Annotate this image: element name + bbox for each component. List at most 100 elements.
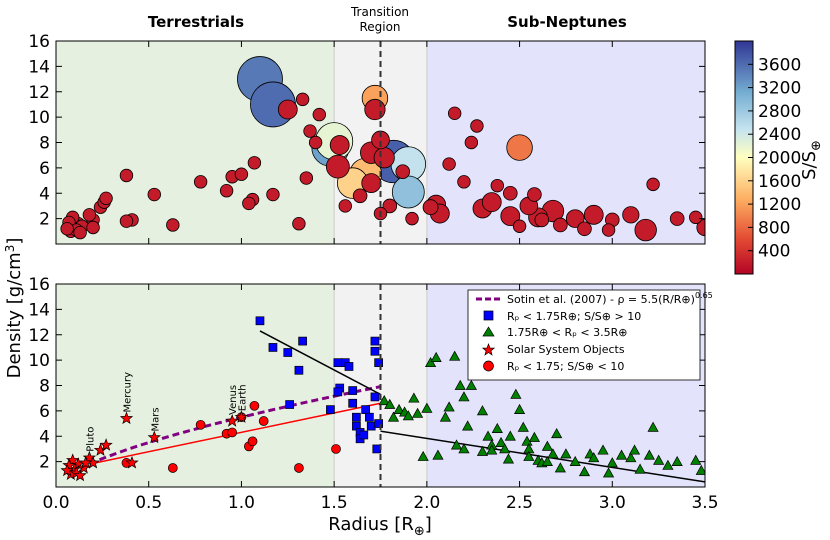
annotation-pluto: Pluto — [85, 427, 96, 452]
top-point — [147, 187, 161, 202]
red-point — [258, 416, 269, 426]
green-point — [458, 391, 470, 402]
green-point — [476, 405, 489, 416]
green-point — [671, 455, 683, 466]
label-region: Region — [359, 20, 400, 34]
legend-red-swatch — [483, 360, 494, 372]
top-point — [527, 187, 542, 202]
blue-point — [344, 362, 354, 371]
star-point — [60, 463, 74, 477]
legend-green-swatch — [482, 326, 495, 337]
green-point — [625, 452, 637, 463]
y-axis-label: Density [g/cm3] — [3, 238, 25, 379]
blue-point — [374, 419, 383, 428]
green-point — [647, 421, 659, 432]
green-point — [541, 440, 553, 451]
star-point — [125, 455, 139, 469]
top-point — [234, 167, 249, 181]
green-point — [597, 444, 609, 455]
colorbar-tick-label: 800 — [758, 218, 790, 238]
top-point — [312, 107, 327, 122]
label-sub-neptunes: Sub-Neptunes — [507, 13, 627, 31]
top-point — [86, 220, 100, 235]
top-point — [82, 208, 97, 222]
y-tick-label: 4 — [39, 184, 50, 204]
label-transition: Transition — [350, 5, 409, 19]
green-point — [443, 401, 455, 412]
colorbar-tick-label: 400 — [758, 242, 790, 262]
blue-point — [370, 392, 380, 402]
green-point — [449, 350, 461, 361]
top-point — [464, 135, 479, 150]
green-point — [653, 454, 665, 465]
colorbar-tick-label: 1200 — [758, 195, 801, 215]
legend-box — [467, 289, 701, 381]
label-terrestrials: Terrestrials — [148, 13, 244, 31]
green-point — [523, 450, 535, 461]
red-point — [294, 463, 304, 473]
top-point — [73, 225, 87, 240]
region-terrestrials — [56, 41, 335, 244]
top-point — [405, 211, 419, 226]
green-point — [588, 452, 600, 463]
blue-point — [359, 430, 369, 440]
blue-point — [365, 412, 374, 422]
black-fit-line — [380, 430, 705, 483]
top-point — [395, 164, 411, 179]
annotation-earth: Earth — [237, 384, 248, 411]
green-point — [430, 351, 442, 362]
top-point — [242, 196, 256, 211]
blue-point — [370, 346, 380, 356]
green-point — [411, 407, 424, 418]
red-point — [247, 436, 258, 447]
blue-point — [333, 358, 343, 368]
y-tick-label: 12 — [28, 83, 50, 103]
y-tick-label: 6 — [39, 402, 50, 422]
x-tick-label: 1.5 — [321, 493, 348, 513]
y-tick-label: 4 — [39, 427, 50, 447]
star-point — [66, 453, 80, 466]
green-point — [517, 421, 529, 432]
y-tick-label: 8 — [39, 377, 50, 397]
x-tick-label: 3.0 — [599, 493, 626, 513]
blue-point — [333, 387, 343, 397]
top-point — [219, 184, 234, 198]
top-point — [470, 119, 484, 133]
top-point — [457, 175, 471, 189]
legend-sotin-exp: 0.65 — [695, 291, 713, 300]
green-point — [606, 457, 618, 468]
top-point — [382, 198, 398, 214]
top-point — [583, 204, 604, 225]
top-point — [292, 216, 306, 231]
top-point — [295, 92, 310, 107]
top-point — [329, 135, 350, 155]
green-point — [486, 444, 498, 455]
top-panel: 2 4 6 8 10 12 14 16 — [28, 32, 706, 245]
blue-point — [352, 412, 361, 422]
y-tick-label: 10 — [28, 108, 50, 128]
green-point — [551, 427, 563, 439]
green-point — [465, 379, 477, 390]
colorbar-label-sub: ⊕ — [809, 140, 824, 151]
y-axis-label-sup: 3 — [3, 245, 17, 253]
green-point — [547, 448, 559, 459]
legend-sotin-text: Sotin et al. (2007) - ρ = 5.5(R/R⊕)0.65 — [507, 291, 713, 306]
x-tick-label: 3.5 — [691, 493, 718, 513]
star-point — [82, 450, 97, 464]
top-point — [534, 212, 550, 228]
x-tick-label: 0.0 — [42, 493, 69, 513]
top-point — [352, 188, 368, 204]
green-point — [387, 411, 400, 422]
blue-point — [366, 421, 376, 431]
top-point — [266, 187, 280, 202]
top-point — [60, 222, 74, 236]
top-point — [634, 218, 657, 242]
green-point — [462, 420, 474, 431]
x-tick-label: 0.5 — [135, 493, 162, 513]
top-point — [447, 106, 462, 121]
blue-point — [326, 405, 335, 414]
top-point — [490, 178, 505, 193]
y-tick-label: 2 — [39, 210, 50, 230]
green-point — [502, 453, 515, 464]
green-point — [628, 444, 641, 455]
